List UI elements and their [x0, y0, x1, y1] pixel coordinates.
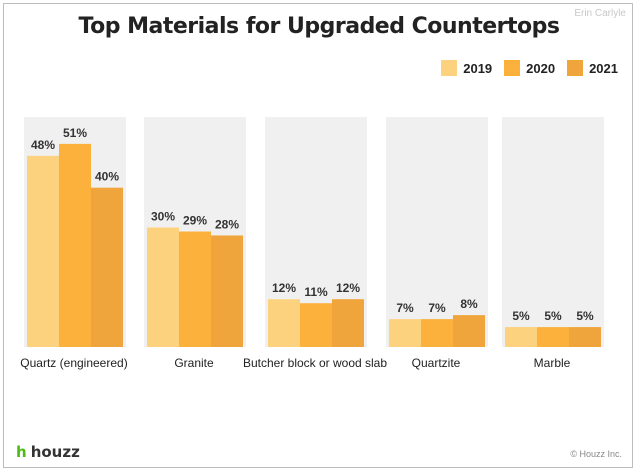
bar-2021-3: [453, 315, 485, 347]
legend-item-2020: 2020: [504, 60, 555, 76]
chart-title: Top Materials for Upgraded Countertops: [78, 14, 560, 39]
bar-2019-0: [27, 155, 59, 347]
data-label-2020-2: 11%: [304, 285, 328, 299]
legend-label-2019: 2019: [463, 60, 493, 76]
chart-frame: Erin Carlyle Top Materials for Upgraded …: [3, 3, 633, 468]
data-label-2019-2: 12%: [272, 281, 296, 295]
data-label-2021-1: 28%: [215, 217, 239, 231]
data-label-2020-3: 7%: [428, 301, 446, 315]
houzz-logo-text: houzz: [30, 443, 80, 461]
data-label-2020-0: 51%: [63, 126, 87, 140]
watermark: Erin Carlyle: [574, 8, 626, 19]
legend-swatch-2020: [504, 60, 521, 76]
legend-label-2020: 2020: [526, 60, 556, 76]
bar-2020-2: [300, 303, 332, 347]
panel-3: [386, 117, 488, 347]
legend-swatch-2021: [567, 60, 584, 76]
data-label-2021-0: 40%: [95, 170, 119, 184]
legend-item-2019: 2019: [441, 60, 492, 76]
panel-4: [502, 117, 604, 347]
data-label-2019-0: 48%: [31, 138, 55, 152]
legend: 2019 2020 2021: [441, 60, 618, 76]
category-label-4: Marble: [534, 356, 571, 370]
legend-label-2021: 2021: [589, 60, 618, 76]
data-label-2020-4: 5%: [544, 309, 562, 323]
bar-2021-1: [211, 235, 243, 347]
legend-item-2021: 2021: [567, 60, 618, 76]
bar-2020-1: [179, 231, 211, 347]
category-label-3: Quartzite: [412, 356, 461, 370]
category-label-1: Granite: [174, 356, 214, 370]
bar-chart: 48% 51% 40% Quartz (engineered) 30% 29% 28% Gra…: [20, 117, 604, 370]
data-label-2019-3: 7%: [396, 301, 414, 315]
category-label-2: Butcher block or wood slab: [243, 356, 387, 370]
bar-2021-2: [332, 299, 364, 347]
bar-2019-2: [268, 299, 300, 347]
houzz-h-icon: h: [16, 443, 27, 461]
houzz-logo: h houzz: [16, 443, 80, 461]
data-label-2021-3: 8%: [460, 297, 478, 311]
bar-2020-3: [421, 319, 453, 347]
bar-2020-4: [537, 327, 569, 347]
category-label-0: Quartz (engineered): [20, 356, 127, 370]
bar-2019-3: [389, 319, 421, 347]
bar-2019-1: [147, 227, 179, 347]
legend-swatch-2019: [441, 60, 458, 76]
data-label-2021-2: 12%: [336, 281, 360, 295]
data-label-2019-1: 30%: [151, 210, 175, 224]
bar-2019-4: [505, 327, 537, 347]
data-label-2020-1: 29%: [183, 213, 207, 227]
bar-2021-4: [569, 327, 601, 347]
bar-2020-0: [59, 143, 91, 347]
data-label-2019-4: 5%: [512, 309, 530, 323]
copyright: © Houzz Inc.: [570, 449, 622, 459]
data-label-2021-4: 5%: [576, 309, 594, 323]
bar-2021-0: [91, 187, 123, 347]
